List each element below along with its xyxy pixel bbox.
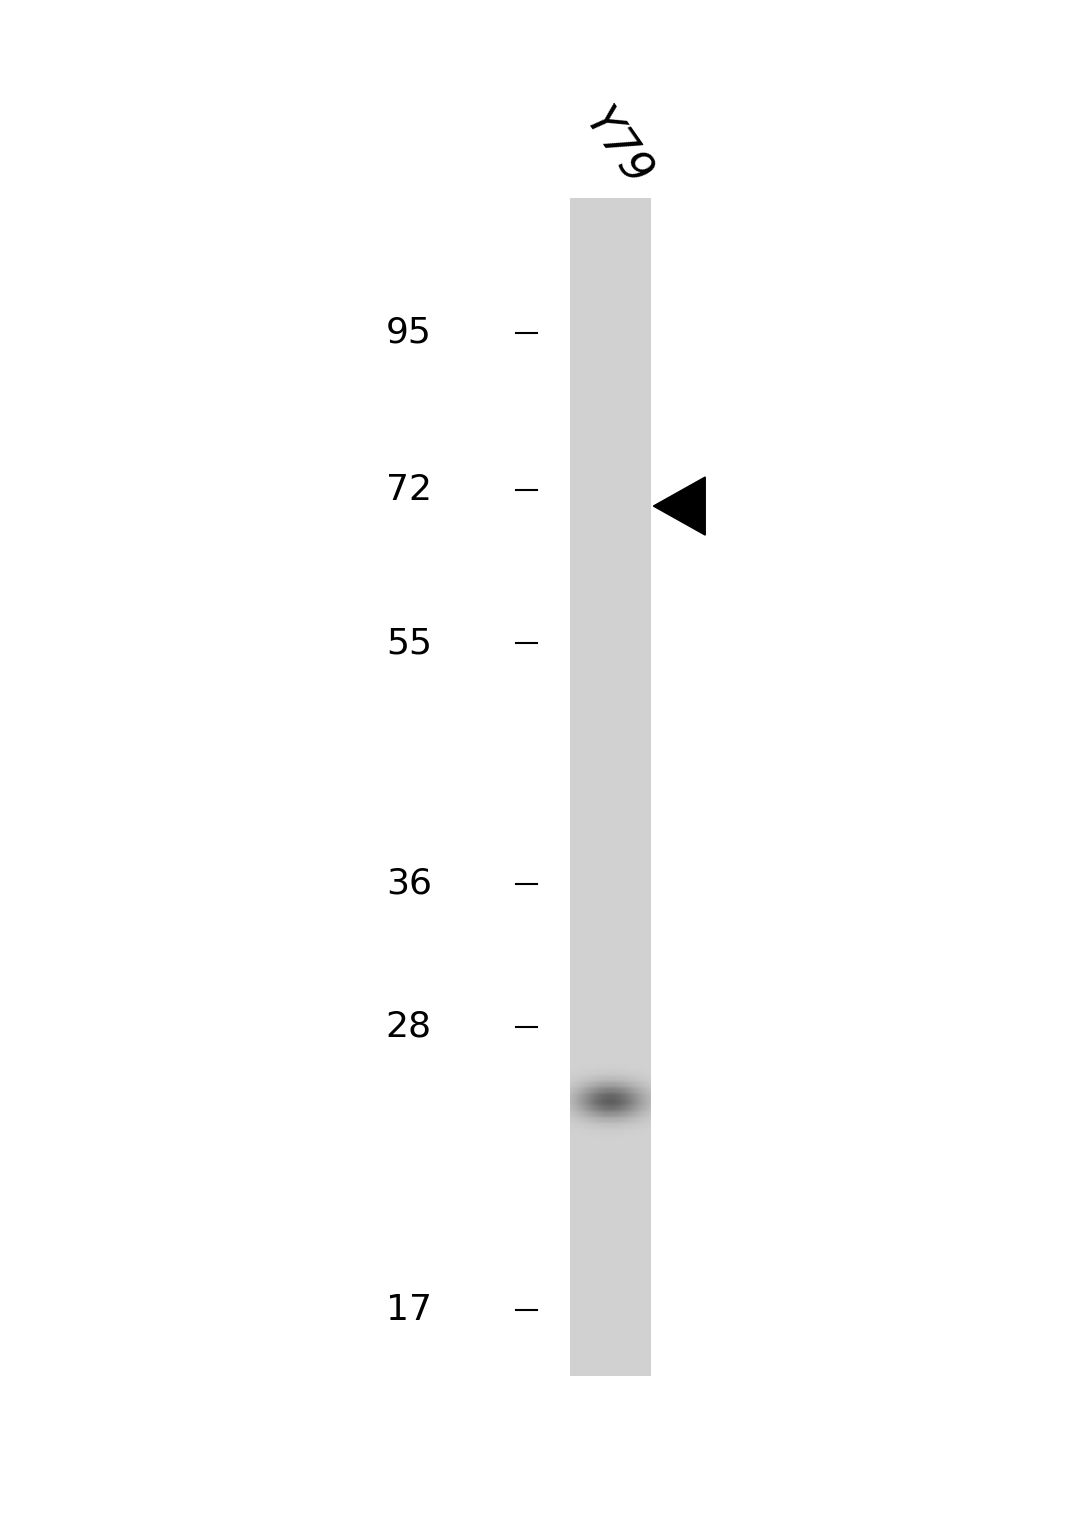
Text: 28: 28 [386, 1009, 432, 1044]
Text: 36: 36 [386, 867, 432, 901]
Text: 55: 55 [386, 625, 432, 661]
Text: Y79: Y79 [576, 101, 659, 194]
Text: 72: 72 [386, 472, 432, 508]
Text: 95: 95 [387, 315, 432, 350]
FancyBboxPatch shape [570, 199, 650, 1376]
Polygon shape [653, 477, 705, 535]
Text: 17: 17 [386, 1294, 432, 1327]
